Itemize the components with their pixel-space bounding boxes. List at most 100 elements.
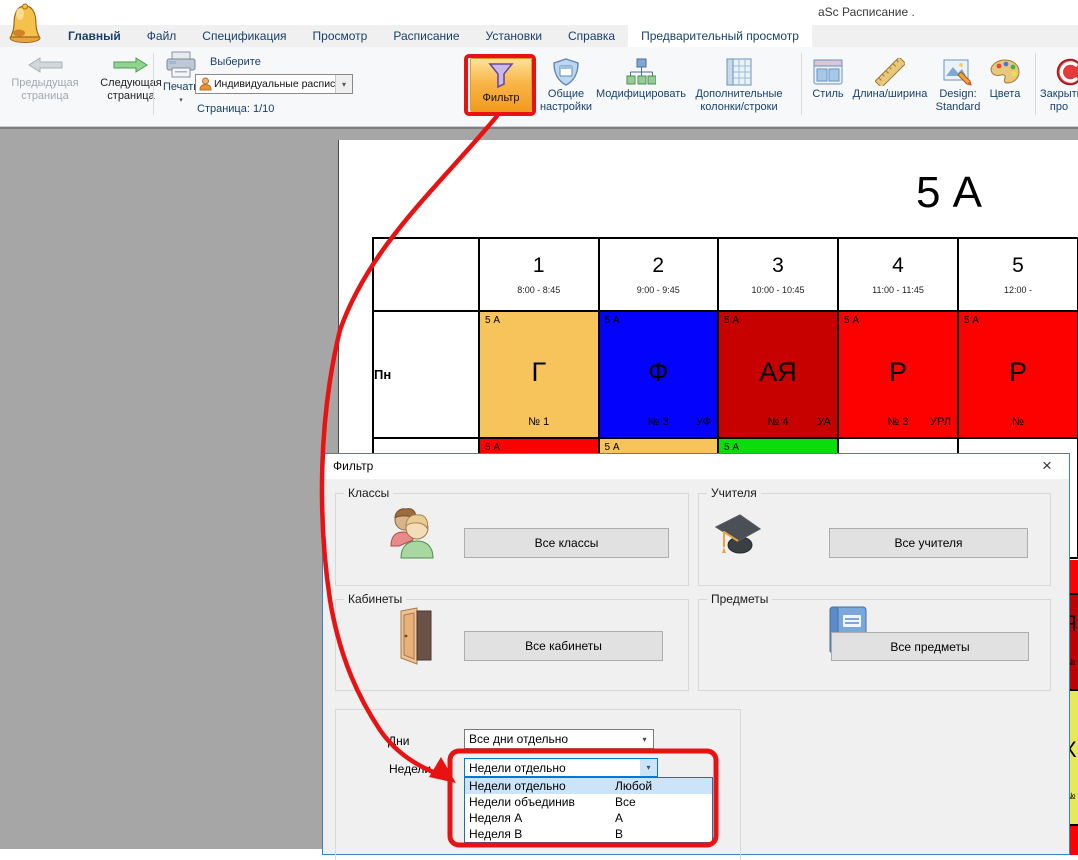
design-label-2: Standard: [928, 101, 988, 114]
close-icon[interactable]: ×: [1037, 456, 1057, 476]
close-preview-label-1: Закрыть: [1040, 88, 1078, 101]
extra-columns-rows-label-1: Дополнительные: [682, 88, 796, 101]
lesson-cell[interactable]: 5 А Г № 1: [479, 311, 599, 438]
chevron-down-icon: ▾: [646, 763, 650, 772]
days-combobox[interactable]: Все дни отдельно ▾: [464, 729, 654, 749]
bell-icon: [6, 2, 44, 44]
rooms-door-icon: [395, 607, 441, 665]
previous-page-label-2: страница: [2, 90, 88, 103]
schedule-type-dropdown-button[interactable]: ▾: [335, 75, 352, 93]
period-time: 12:00 -: [959, 285, 1077, 295]
modify-button[interactable]: Модифицировать: [594, 58, 688, 101]
tab-prosmotr[interactable]: Просмотр: [300, 25, 381, 47]
rooms-group-label: Кабинеты: [344, 592, 406, 606]
edge-cell: [1069, 824, 1078, 855]
filter-dialog-titlebar[interactable]: Фильтр ×: [323, 454, 1069, 479]
ribbon-separator: [1035, 53, 1036, 115]
extra-columns-rows-label-2: колонки/строки: [682, 101, 796, 114]
tab-raspisanie[interactable]: Расписание: [380, 25, 472, 47]
all-teachers-button[interactable]: Все учителя: [829, 528, 1028, 558]
all-rooms-button[interactable]: Все кабинеты: [464, 631, 663, 661]
lesson-class-label: 5 А: [844, 315, 859, 326]
days-dropdown-button[interactable]: ▾: [636, 730, 653, 748]
design-picture-pencil-icon: [943, 58, 973, 86]
modify-label: Модифицировать: [594, 88, 688, 101]
edge-cell: [1069, 560, 1078, 593]
lesson-subject: Р: [839, 357, 957, 388]
weeks-combobox[interactable]: Недели отдельно ▾: [464, 758, 658, 777]
general-settings-button[interactable]: Общие настройки: [534, 58, 598, 114]
lesson-cell[interactable]: 5 А АЯ № 4 УА: [718, 311, 838, 438]
length-width-button[interactable]: Длина/ширина: [850, 58, 930, 101]
classes-people-icon: [387, 506, 437, 562]
arrow-right-icon: [112, 55, 150, 75]
choose-label: Выберите: [210, 56, 330, 69]
ruler-icon: [875, 58, 905, 86]
weeks-option-week-a[interactable]: Неделя A A: [465, 810, 712, 826]
period-time: 8:00 - 8:45: [480, 285, 598, 295]
tab-predvaritelny-prosmotr[interactable]: Предварительный просмотр: [628, 25, 812, 47]
lesson-cell[interactable]: 5 А Р №: [958, 311, 1078, 438]
colors-button[interactable]: Цвета: [984, 58, 1026, 101]
weeks-option-week-b[interactable]: Неделя B B: [465, 826, 712, 842]
period-number: 2: [600, 254, 718, 278]
weeks-option-combined[interactable]: Недели объединив Все: [465, 794, 712, 810]
edge-subject: Я: [1069, 611, 1077, 637]
chevron-down-icon: ▾: [342, 80, 346, 89]
extra-columns-rows-button[interactable]: Дополнительные колонки/строки: [682, 58, 796, 114]
tab-spetsifikatsiya[interactable]: Спецификация: [189, 25, 299, 47]
lesson-cell[interactable]: 5 А Ф № 3 УФ: [599, 311, 719, 438]
asc-bell-logo-icon[interactable]: [6, 2, 44, 49]
period-number: 5: [959, 254, 1077, 278]
colors-label: Цвета: [984, 88, 1026, 101]
shield-settings-icon: [552, 58, 580, 86]
edge-cell: Х №: [1069, 689, 1078, 824]
lesson-room: №: [959, 416, 1077, 428]
general-settings-label-1: Общие: [534, 88, 598, 101]
period-number: 3: [719, 254, 837, 278]
lesson-class-label: 5 А: [724, 442, 739, 453]
tab-ustanovki[interactable]: Установки: [473, 25, 555, 47]
option-name: Неделя B: [469, 826, 522, 842]
tab-glavny[interactable]: Главный: [55, 25, 134, 47]
lesson-teacher: УФ: [696, 416, 711, 428]
style-label: Стиль: [806, 88, 850, 101]
printer-icon: [165, 51, 197, 79]
period-number: 1: [480, 254, 598, 278]
style-button[interactable]: Стиль: [806, 58, 850, 101]
tab-fail[interactable]: Файл: [134, 25, 190, 47]
weeks-dropdown-list: Недели отдельно Любой Недели объединив В…: [464, 777, 713, 843]
tab-spravka[interactable]: Справка: [555, 25, 628, 47]
option-value: A: [615, 810, 623, 826]
palette-icon: [990, 58, 1020, 86]
option-value: Все: [615, 794, 636, 810]
option-name: Недели объединив: [469, 794, 575, 810]
lesson-class-label: 5 А: [485, 315, 500, 326]
page-status: Страница: 1/10: [197, 103, 317, 116]
all-subjects-button[interactable]: Все предметы: [831, 632, 1029, 661]
schedule-type-combobox[interactable]: Индивидуальные расписания классов ▾: [195, 74, 353, 94]
lesson-cell[interactable]: 5 А Р № 3 УРЛ: [838, 311, 958, 438]
all-classes-button[interactable]: Все классы: [464, 528, 669, 558]
previous-page-button[interactable]: Предыдущая страница: [2, 55, 88, 103]
style-window-icon: [813, 58, 843, 86]
design-button[interactable]: Design: Standard: [928, 58, 988, 114]
close-preview-button[interactable]: Закрыть про: [1040, 58, 1078, 114]
lesson-subject: Ф: [600, 357, 718, 388]
general-settings-label-2: настройки: [534, 101, 598, 114]
lesson-room: № 1: [480, 416, 598, 428]
chevron-down-icon: ▾: [642, 735, 646, 744]
option-value: B: [615, 826, 623, 842]
arrow-left-icon: [26, 55, 64, 75]
period-time: 11:00 - 11:45: [839, 285, 957, 295]
filter-button[interactable]: Фильтр: [470, 58, 532, 112]
close-preview-label-2: про: [1040, 101, 1078, 114]
weeks-dropdown-button[interactable]: ▾: [640, 759, 657, 776]
weeks-option-separate[interactable]: Недели отдельно Любой: [465, 778, 712, 794]
period-header: 1 8:00 - 8:45: [479, 238, 599, 311]
filter-dialog: Фильтр × Классы Все классы Учителя Все у…: [322, 453, 1070, 855]
ribbon-separator: [153, 53, 154, 115]
